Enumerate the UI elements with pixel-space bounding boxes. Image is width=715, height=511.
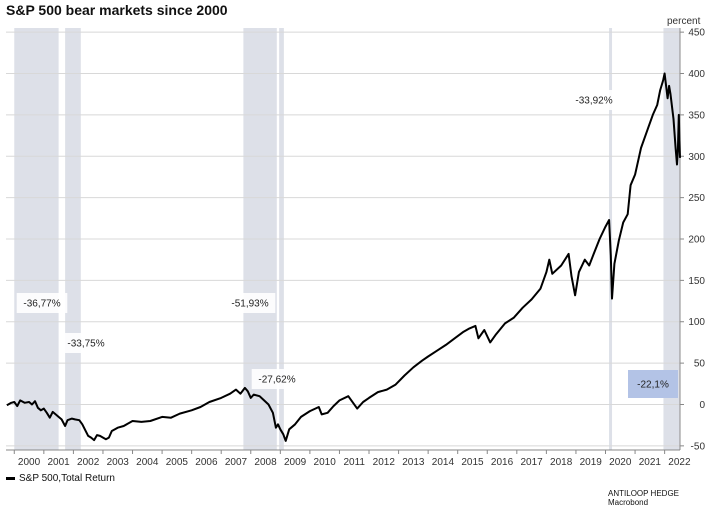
grid-lines — [6, 31, 680, 447]
annotation-label: -22,1% — [637, 380, 669, 391]
x-tick-label: 2015 — [461, 457, 484, 468]
highlight-box — [628, 370, 678, 398]
x-tick-label: 2019 — [580, 457, 603, 468]
y-tick-label: 200 — [688, 235, 705, 246]
y-tick-label: 400 — [688, 69, 705, 80]
annotation-box — [224, 293, 276, 313]
y-tick-label: 250 — [688, 193, 705, 204]
x-tick-label: 2002 — [77, 457, 100, 468]
y-tick-label: 100 — [688, 317, 705, 328]
x-tick-label: 2010 — [314, 457, 337, 468]
y-axis-unit-label: percent — [667, 16, 701, 27]
series-line-sp500 — [6, 72, 681, 442]
bear-market-annotations: -36,77% -33,75% -51,93% -27,62% -33,92% -22,1… — [16, 90, 678, 398]
x-tick-label: 2020 — [609, 457, 632, 468]
x-tick-label: 2005 — [166, 457, 189, 468]
x-tick-label: 2001 — [47, 457, 70, 468]
x-tick-label: 2017 — [520, 457, 543, 468]
y-tick-label: 350 — [688, 110, 705, 121]
y-tick-label: 300 — [688, 152, 705, 163]
annotation-box — [60, 333, 112, 353]
source-credit: ANTILOOP HEDGE Macrobond — [608, 489, 679, 507]
x-tick-label: 2012 — [373, 457, 396, 468]
x-axis-ticks: 2000 2001 2002 2003 2004 2005 2006 2007 2008 2009… — [6, 449, 691, 468]
x-tick-label: 2006 — [195, 457, 218, 468]
legend-swatch — [6, 477, 15, 480]
x-tick-label: 2016 — [491, 457, 514, 468]
y-axis-ticks: -50 0 50 100 150 200 250 300 350 400 450 — [679, 28, 706, 452]
x-tick-label: 2022 — [668, 457, 691, 468]
y-tick-label: 0 — [699, 400, 705, 411]
x-tick-label: 2004 — [136, 457, 159, 468]
annotation-label: -33,92% — [575, 96, 612, 107]
x-tick-label: 2018 — [550, 457, 573, 468]
chart-title: S&P 500 bear markets since 2000 — [6, 2, 228, 18]
legend-label: S&P 500,Total Return — [19, 473, 115, 484]
x-tick-label: 2003 — [107, 457, 130, 468]
source-line-1: ANTILOOP HEDGE — [608, 489, 679, 498]
x-tick-label: 2021 — [639, 457, 662, 468]
x-tick-label: 2014 — [432, 457, 455, 468]
y-tick-label: 50 — [694, 359, 706, 370]
annotation-box — [568, 90, 620, 110]
annotation-box — [251, 369, 303, 389]
y-tick-label: 450 — [688, 28, 705, 39]
annotation-label: -33,75% — [67, 339, 104, 350]
source-line-2: Macrobond — [608, 498, 649, 507]
legend: S&P 500,Total Return — [6, 473, 115, 484]
x-tick-label: 2008 — [254, 457, 277, 468]
y-tick-label: -50 — [691, 441, 706, 452]
x-tick-label: 2000 — [18, 457, 41, 468]
y-tick-label: 150 — [688, 276, 705, 287]
annotation-box — [16, 293, 68, 313]
x-tick-label: 2007 — [225, 457, 248, 468]
annotation-label: -27,62% — [258, 375, 295, 386]
x-tick-label: 2013 — [402, 457, 425, 468]
x-tick-label: 2011 — [343, 457, 365, 468]
x-tick-label: 2009 — [284, 457, 307, 468]
annotation-label: -36,77% — [23, 299, 60, 310]
annotation-label: -51,93% — [231, 299, 268, 310]
